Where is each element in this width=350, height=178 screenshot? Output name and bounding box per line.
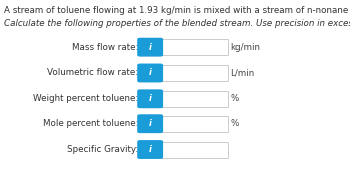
Text: %: % <box>230 119 239 128</box>
Text: kg/min: kg/min <box>230 43 260 52</box>
Bar <box>162 142 228 158</box>
FancyBboxPatch shape <box>137 64 163 82</box>
Text: %: % <box>230 94 239 103</box>
Text: Weight percent toluene:: Weight percent toluene: <box>33 94 138 103</box>
Bar <box>162 39 228 55</box>
Text: Calculate the following properties of the blended stream. Use precision in exces: Calculate the following properties of th… <box>4 19 350 28</box>
Text: Mole percent toluene:: Mole percent toluene: <box>43 119 138 128</box>
Bar <box>162 91 228 107</box>
FancyBboxPatch shape <box>137 89 163 108</box>
Text: i: i <box>149 94 152 103</box>
Text: Volumetric flow rate:: Volumetric flow rate: <box>47 69 138 77</box>
Text: Specific Gravity:: Specific Gravity: <box>67 145 138 154</box>
FancyBboxPatch shape <box>137 140 163 159</box>
Text: i: i <box>149 145 152 154</box>
Text: A stream of toluene flowing at 1.93 kg/min is mixed with a stream of n-nonane fl: A stream of toluene flowing at 1.93 kg/m… <box>4 6 350 15</box>
Text: L/min: L/min <box>230 69 254 77</box>
Text: Mass flow rate:: Mass flow rate: <box>72 43 138 52</box>
Bar <box>162 65 228 81</box>
Text: i: i <box>149 119 152 128</box>
Text: i: i <box>149 69 152 77</box>
FancyBboxPatch shape <box>137 38 163 57</box>
Bar <box>162 116 228 132</box>
FancyBboxPatch shape <box>137 114 163 133</box>
Text: i: i <box>149 43 152 52</box>
